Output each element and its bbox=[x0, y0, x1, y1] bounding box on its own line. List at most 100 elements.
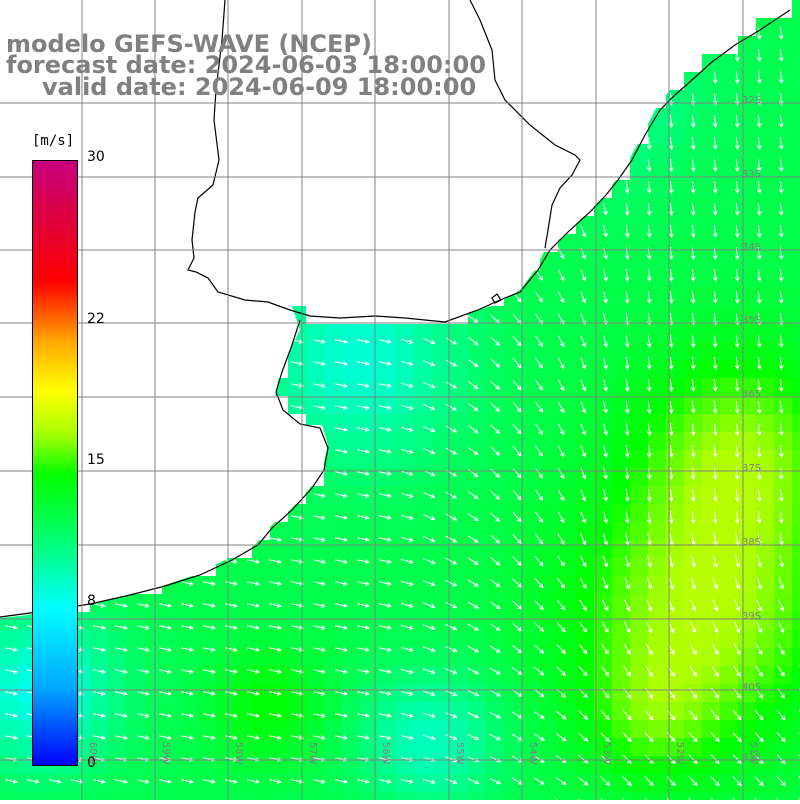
speed-cell bbox=[540, 720, 558, 738]
speed-cell bbox=[126, 594, 144, 612]
speed-cell bbox=[630, 414, 648, 432]
speed-cell bbox=[648, 648, 666, 666]
speed-cell bbox=[432, 684, 450, 702]
speed-cell bbox=[396, 594, 414, 612]
speed-cell bbox=[522, 684, 540, 702]
latitude-label: 38S bbox=[742, 537, 761, 548]
speed-cell bbox=[450, 360, 468, 378]
speed-cell bbox=[720, 270, 738, 288]
speed-cell bbox=[432, 450, 450, 468]
speed-cell bbox=[522, 774, 540, 792]
speed-cell bbox=[378, 522, 396, 540]
speed-cell bbox=[450, 486, 468, 504]
speed-cell bbox=[252, 576, 270, 594]
speed-cell bbox=[504, 702, 522, 720]
speed-cell bbox=[792, 630, 800, 648]
speed-cell bbox=[342, 432, 360, 450]
speed-cell bbox=[432, 414, 450, 432]
longitude-label: 58W bbox=[233, 742, 244, 765]
speed-cell bbox=[414, 522, 432, 540]
speed-cell bbox=[792, 684, 800, 702]
latitude-label: 35S bbox=[742, 315, 761, 326]
speed-cell bbox=[702, 108, 720, 126]
speed-cell bbox=[342, 630, 360, 648]
speed-cell bbox=[576, 324, 594, 342]
speed-cell bbox=[792, 0, 800, 18]
speed-cell bbox=[180, 756, 198, 774]
speed-cell bbox=[630, 522, 648, 540]
speed-cell bbox=[702, 126, 720, 144]
speed-cell bbox=[342, 522, 360, 540]
speed-cell bbox=[738, 108, 756, 126]
speed-cell bbox=[234, 774, 252, 792]
speed-cell bbox=[720, 756, 738, 774]
speed-cell bbox=[396, 342, 414, 360]
speed-cell bbox=[612, 702, 630, 720]
speed-cell bbox=[252, 792, 270, 800]
speed-cell bbox=[468, 414, 486, 432]
speed-cell bbox=[774, 90, 792, 108]
speed-cell bbox=[738, 288, 756, 306]
speed-cell bbox=[738, 54, 756, 72]
speed-cell bbox=[522, 288, 540, 306]
speed-cell bbox=[0, 792, 18, 800]
speed-cell bbox=[630, 288, 648, 306]
speed-cell bbox=[792, 234, 800, 252]
speed-cell bbox=[684, 702, 702, 720]
latitude-label: 33S bbox=[742, 169, 761, 180]
speed-cell bbox=[648, 414, 666, 432]
speed-cell bbox=[702, 342, 720, 360]
speed-cell bbox=[720, 216, 738, 234]
speed-cell bbox=[558, 270, 576, 288]
speed-cell bbox=[774, 720, 792, 738]
colorbar-tick-label: 30 bbox=[87, 149, 105, 165]
speed-cell bbox=[648, 720, 666, 738]
speed-cell bbox=[792, 666, 800, 684]
speed-cell bbox=[594, 504, 612, 522]
speed-cell bbox=[594, 216, 612, 234]
speed-cell bbox=[90, 702, 108, 720]
speed-cell bbox=[648, 378, 666, 396]
speed-cell bbox=[612, 774, 630, 792]
speed-cell bbox=[252, 594, 270, 612]
speed-cell bbox=[288, 540, 306, 558]
speed-cell bbox=[720, 360, 738, 378]
speed-cell bbox=[216, 702, 234, 720]
speed-cell bbox=[468, 720, 486, 738]
speed-cell bbox=[324, 324, 342, 342]
speed-cell bbox=[180, 594, 198, 612]
speed-cell bbox=[324, 630, 342, 648]
speed-cell bbox=[720, 324, 738, 342]
speed-cell bbox=[540, 522, 558, 540]
speed-cell bbox=[162, 630, 180, 648]
speed-cell bbox=[702, 90, 720, 108]
speed-cell bbox=[450, 522, 468, 540]
speed-cell bbox=[702, 144, 720, 162]
speed-cell bbox=[774, 18, 792, 36]
speed-cell bbox=[306, 666, 324, 684]
speed-cell bbox=[0, 738, 18, 756]
speed-cell bbox=[540, 252, 558, 270]
speed-cell bbox=[234, 630, 252, 648]
speed-cell bbox=[720, 396, 738, 414]
speed-cell bbox=[792, 702, 800, 720]
speed-cell bbox=[288, 630, 306, 648]
speed-cell bbox=[324, 342, 342, 360]
speed-cell bbox=[540, 306, 558, 324]
speed-cell bbox=[774, 198, 792, 216]
speed-cell bbox=[720, 450, 738, 468]
speed-cell bbox=[504, 774, 522, 792]
speed-cell bbox=[774, 432, 792, 450]
speed-cell bbox=[378, 360, 396, 378]
speed-cell bbox=[756, 720, 774, 738]
speed-cell bbox=[126, 612, 144, 630]
speed-cell bbox=[648, 180, 666, 198]
speed-cell bbox=[774, 792, 792, 800]
speed-cell bbox=[504, 558, 522, 576]
speed-cell bbox=[630, 234, 648, 252]
colorbar bbox=[32, 160, 78, 766]
speed-cell bbox=[486, 396, 504, 414]
speed-cell bbox=[414, 666, 432, 684]
speed-cell bbox=[486, 738, 504, 756]
